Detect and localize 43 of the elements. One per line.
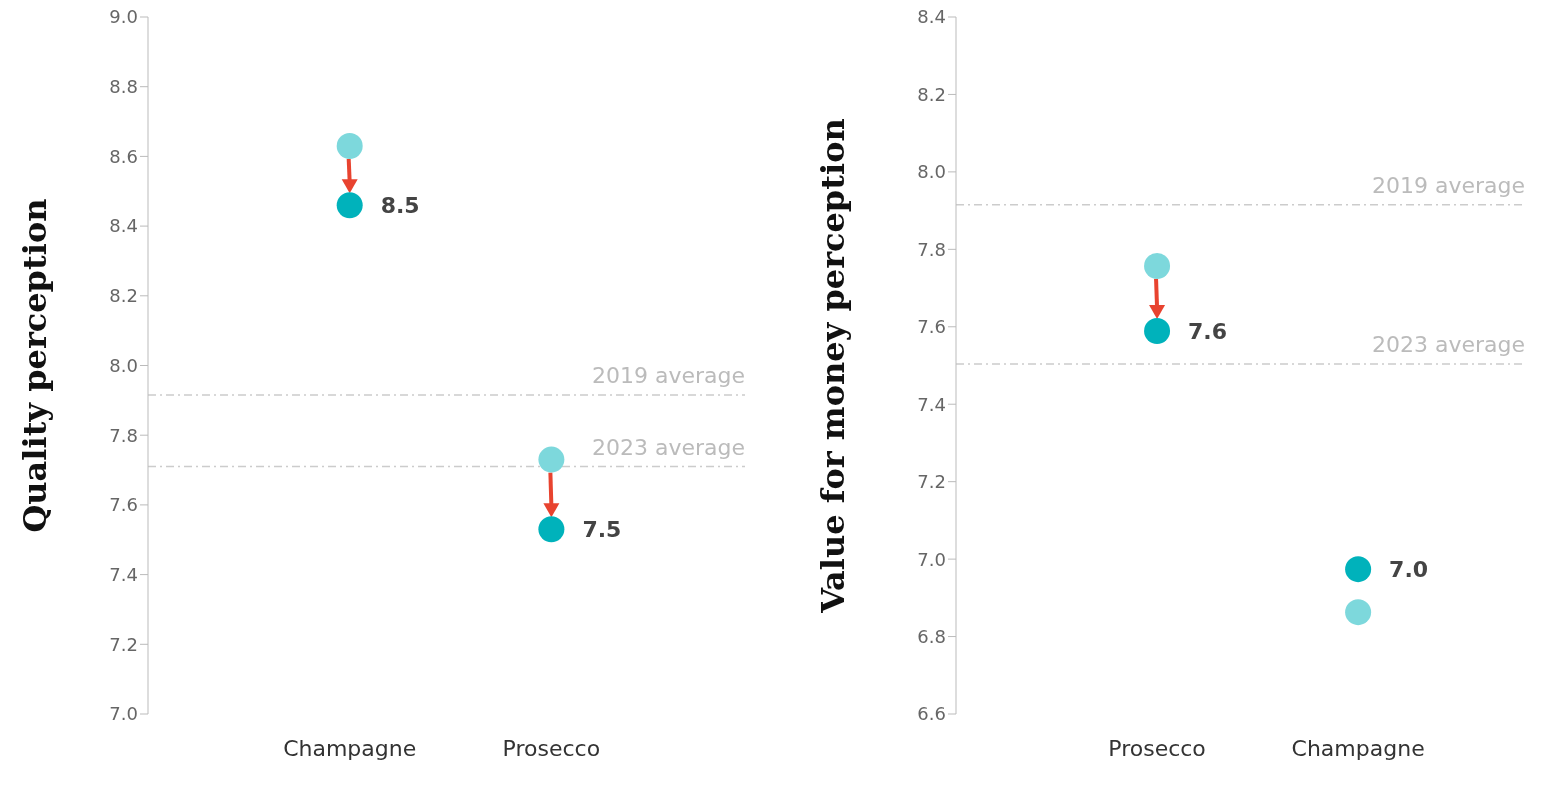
point (1144, 318, 1171, 345)
y-tick-label: 9.0 (109, 6, 138, 28)
data-label: 7.5 (582, 517, 622, 543)
x-tick-label: Prosecco (1108, 735, 1206, 761)
point (336, 192, 363, 219)
y-tick-label: 8.6 (109, 145, 138, 167)
y-tick-label: 8.0 (917, 161, 946, 183)
y-tick-label: 7.6 (917, 316, 946, 338)
y-tick-label: 7.6 (109, 494, 138, 516)
point (336, 132, 363, 159)
point (1345, 599, 1372, 626)
y-tick-label: 7.4 (917, 393, 946, 415)
x-tick-label: Prosecco (502, 735, 601, 761)
point (538, 446, 565, 473)
point (1345, 556, 1372, 583)
x-tick-label: Champagne (1291, 735, 1425, 761)
ref-line-label: 2019 average (591, 363, 745, 389)
y-tick-label: 7.0 (109, 703, 138, 725)
y-tick-label: 7.8 (109, 424, 138, 446)
y-axis-title: Quality perception (16, 198, 54, 533)
x-tick-label: Champagne (283, 735, 417, 761)
point (538, 516, 565, 543)
data-label: 7.6 (1188, 319, 1228, 345)
y-tick-label: 8.4 (917, 6, 946, 28)
ref-line-label: 2023 average (1371, 331, 1525, 357)
y-tick-label: 6.8 (917, 625, 946, 647)
ref-line-label: 2019 average (1371, 172, 1525, 198)
y-axis-title: Value for money perception (814, 118, 852, 614)
y-tick-label: 8.8 (109, 76, 138, 98)
point (1144, 252, 1171, 279)
y-tick-label: 7.0 (917, 548, 946, 570)
data-label: 8.5 (380, 193, 420, 219)
y-tick-label: 7.4 (109, 563, 138, 585)
y-tick-label: 8.4 (109, 215, 138, 237)
y-tick-label: 7.8 (917, 238, 946, 260)
ref-line-label: 2023 average (591, 434, 745, 460)
y-tick-label: 7.2 (109, 633, 138, 655)
y-tick-label: 6.6 (917, 703, 946, 725)
data-label: 7.0 (1389, 557, 1429, 583)
y-tick-label: 8.2 (109, 285, 138, 307)
y-tick-label: 8.0 (109, 354, 138, 376)
y-tick-label: 8.2 (917, 83, 946, 105)
y-tick-label: 7.2 (917, 471, 946, 493)
